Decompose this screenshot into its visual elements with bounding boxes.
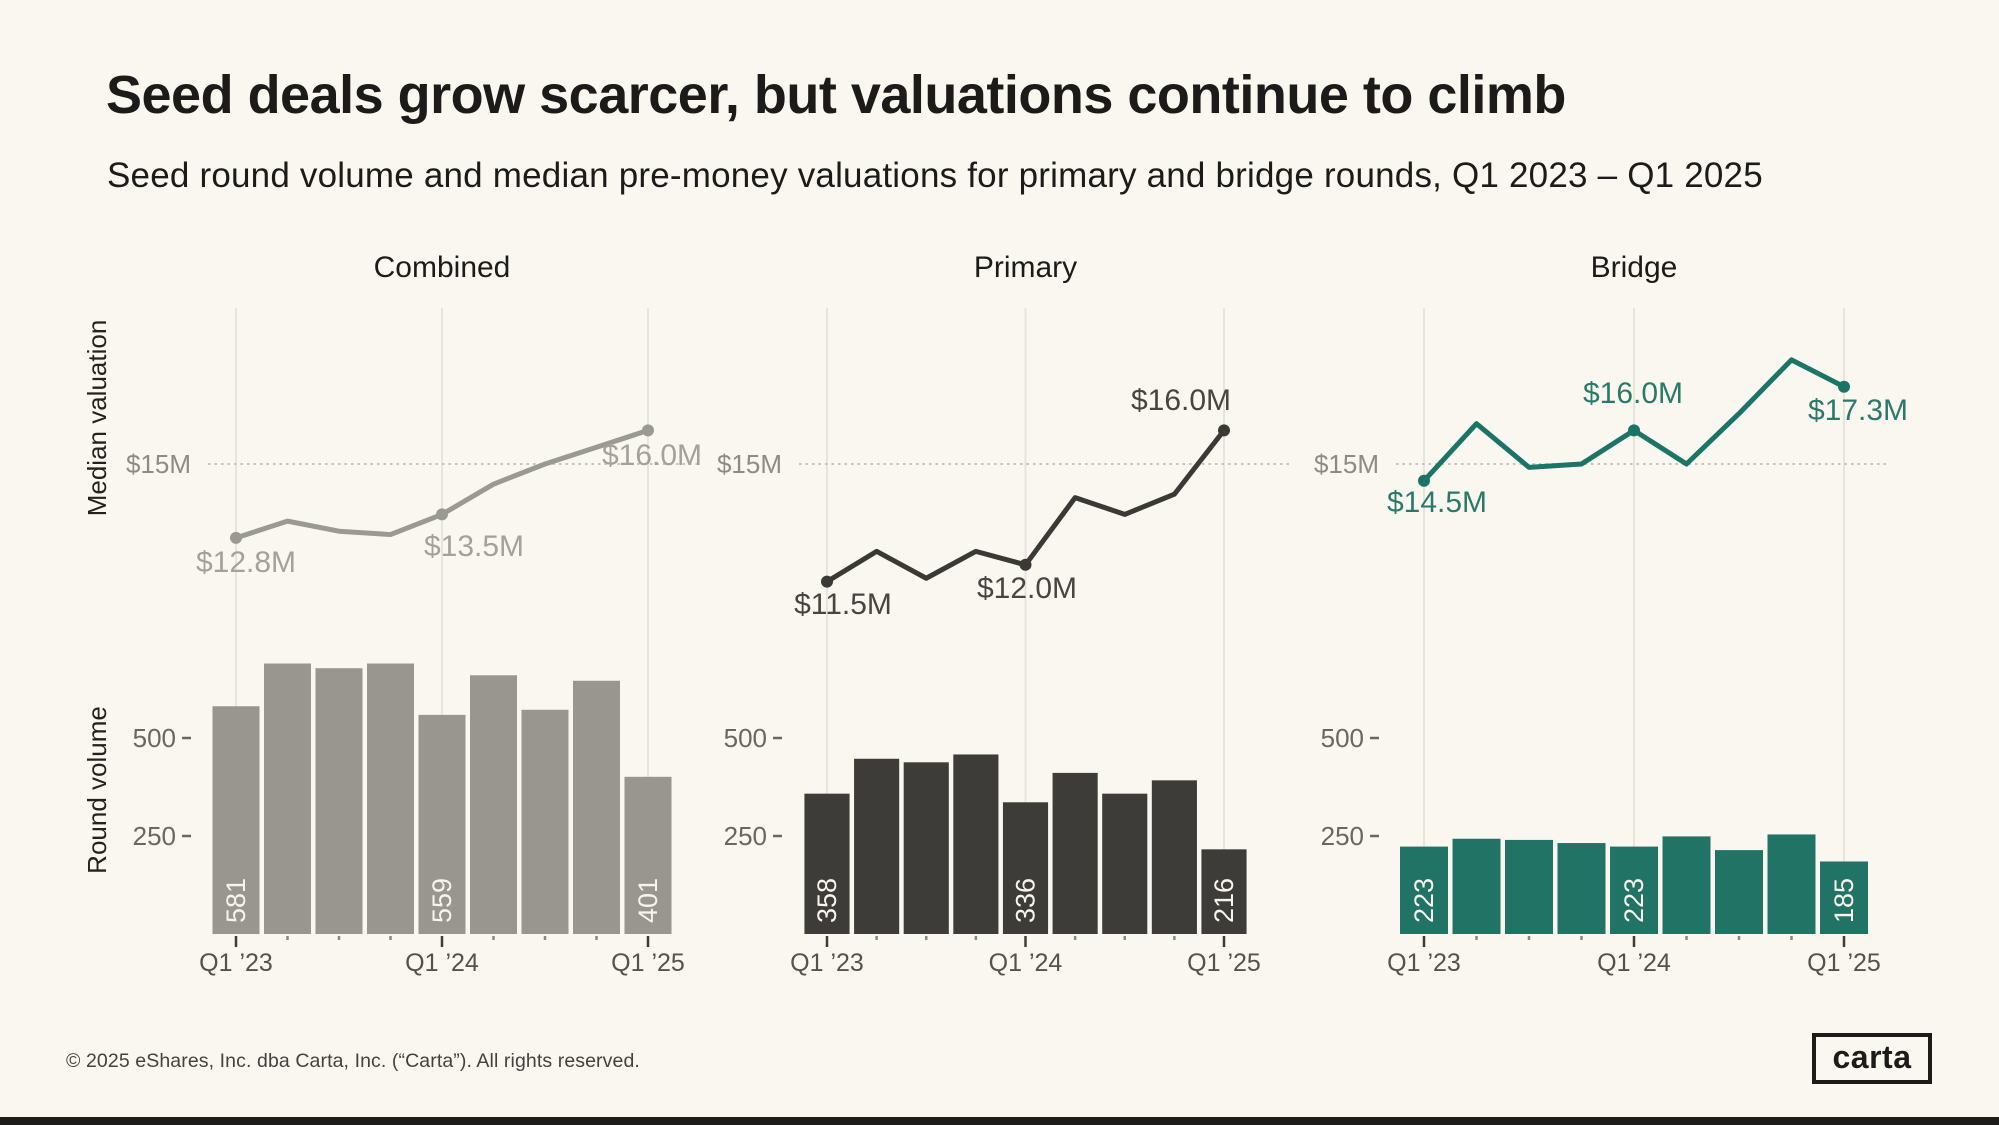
volume-bar bbox=[367, 663, 414, 934]
valuation-gridline-label: $15M bbox=[126, 449, 191, 479]
volume-bar bbox=[264, 663, 311, 934]
carta-logo: carta bbox=[1812, 1033, 1932, 1084]
x-tick-label: Q1 ’24 bbox=[989, 949, 1063, 977]
x-tick-label: Q1 ’25 bbox=[611, 949, 685, 977]
volume-axis-title: Round volume bbox=[82, 706, 112, 874]
bar-value-label: 185 bbox=[1829, 878, 1859, 923]
bar-value-label: 559 bbox=[427, 878, 457, 923]
volume-tick-label: 500 bbox=[133, 723, 176, 753]
valuation-point-label: $12.8M bbox=[196, 546, 296, 579]
valuation-point bbox=[1838, 380, 1850, 393]
volume-tick-label: 250 bbox=[133, 821, 176, 851]
volume-bar bbox=[1452, 838, 1501, 934]
volume-bar bbox=[1052, 772, 1098, 934]
bar-value-label: 581 bbox=[221, 878, 251, 923]
panel-title: Primary bbox=[974, 251, 1077, 284]
valuation-point bbox=[1218, 424, 1230, 437]
volume-bar bbox=[418, 714, 466, 934]
bar-value-label: 223 bbox=[1619, 878, 1649, 923]
volume-bar bbox=[953, 754, 999, 934]
valuation-point bbox=[230, 531, 242, 544]
volume-bar bbox=[470, 675, 517, 934]
volume-bar bbox=[315, 668, 363, 934]
valuation-point bbox=[642, 424, 654, 437]
x-tick-label: Q1 ’25 bbox=[1187, 949, 1261, 977]
valuation-point-label: $16.0M bbox=[1131, 384, 1231, 417]
volume-bar bbox=[1151, 780, 1197, 934]
valuation-point bbox=[821, 575, 833, 588]
volume-bar bbox=[854, 758, 900, 934]
volume-bar bbox=[1002, 802, 1049, 934]
valuation-gridline-label: $15M bbox=[1314, 449, 1379, 479]
volume-bar bbox=[1610, 846, 1658, 934]
copyright-text: © 2025 eShares, Inc. dba Carta, Inc. (“C… bbox=[66, 1050, 640, 1072]
carta-logo-text: carta bbox=[1832, 1038, 1912, 1075]
bottom-accent-bar bbox=[0, 1117, 1999, 1125]
x-tick-label: Q1 ’24 bbox=[405, 949, 479, 977]
volume-bar bbox=[1557, 843, 1606, 934]
volume-bar bbox=[1102, 793, 1148, 934]
volume-bar bbox=[1820, 861, 1868, 934]
valuation-point-label: $12.0M bbox=[977, 572, 1077, 605]
valuation-point bbox=[1019, 558, 1032, 571]
volume-bar bbox=[804, 793, 850, 934]
panel-title: Bridge bbox=[1591, 251, 1678, 284]
volume-bar bbox=[1505, 839, 1553, 934]
valuation-axis-title: Median valuation bbox=[82, 320, 112, 517]
bar-value-label: 358 bbox=[812, 878, 842, 923]
valuation-point-label: $17.3M bbox=[1808, 394, 1908, 427]
volume-tick-label: 500 bbox=[1321, 723, 1364, 753]
panel-title: Combined bbox=[374, 251, 511, 284]
volume-tick-label: 250 bbox=[724, 821, 767, 851]
x-tick-label: Q1 ’23 bbox=[790, 949, 864, 977]
page-subtitle: Seed round volume and median pre-money v… bbox=[107, 156, 1763, 195]
volume-bar bbox=[212, 706, 260, 934]
x-tick-label: Q1 ’23 bbox=[199, 949, 273, 977]
valuation-point-label: $16.0M bbox=[602, 439, 702, 472]
valuation-point-label: $11.5M bbox=[794, 588, 892, 621]
volume-bar bbox=[903, 762, 949, 934]
valuation-point bbox=[436, 508, 448, 521]
valuation-point bbox=[1418, 474, 1430, 487]
x-tick-label: Q1 ’24 bbox=[1597, 949, 1671, 977]
volume-bar bbox=[573, 680, 620, 934]
bar-value-label: 401 bbox=[633, 878, 663, 923]
bar-value-label: 223 bbox=[1409, 878, 1439, 923]
volume-bar bbox=[521, 709, 569, 934]
volume-bar bbox=[1662, 836, 1711, 934]
x-tick-label: Q1 ’23 bbox=[1387, 949, 1461, 977]
volume-tick-label: 500 bbox=[724, 723, 767, 753]
valuation-point-label: $16.0M bbox=[1583, 377, 1683, 410]
x-tick-label: Q1 ’25 bbox=[1807, 949, 1881, 977]
volume-bar bbox=[1400, 846, 1448, 934]
volume-bar bbox=[1201, 849, 1247, 934]
valuation-point-label: $14.5M bbox=[1387, 486, 1487, 519]
volume-bar bbox=[1715, 850, 1763, 934]
valuation-point-label: $13.5M bbox=[424, 530, 524, 563]
valuation-gridline-label: $15M bbox=[717, 449, 782, 479]
volume-bar bbox=[624, 776, 672, 934]
bar-value-label: 336 bbox=[1011, 878, 1041, 923]
volume-bar bbox=[1767, 834, 1816, 934]
bar-value-label: 216 bbox=[1209, 878, 1239, 923]
volume-tick-label: 250 bbox=[1321, 821, 1364, 851]
page-title: Seed deals grow scarcer, but valuations … bbox=[106, 65, 1566, 125]
valuation-point bbox=[1628, 424, 1640, 437]
